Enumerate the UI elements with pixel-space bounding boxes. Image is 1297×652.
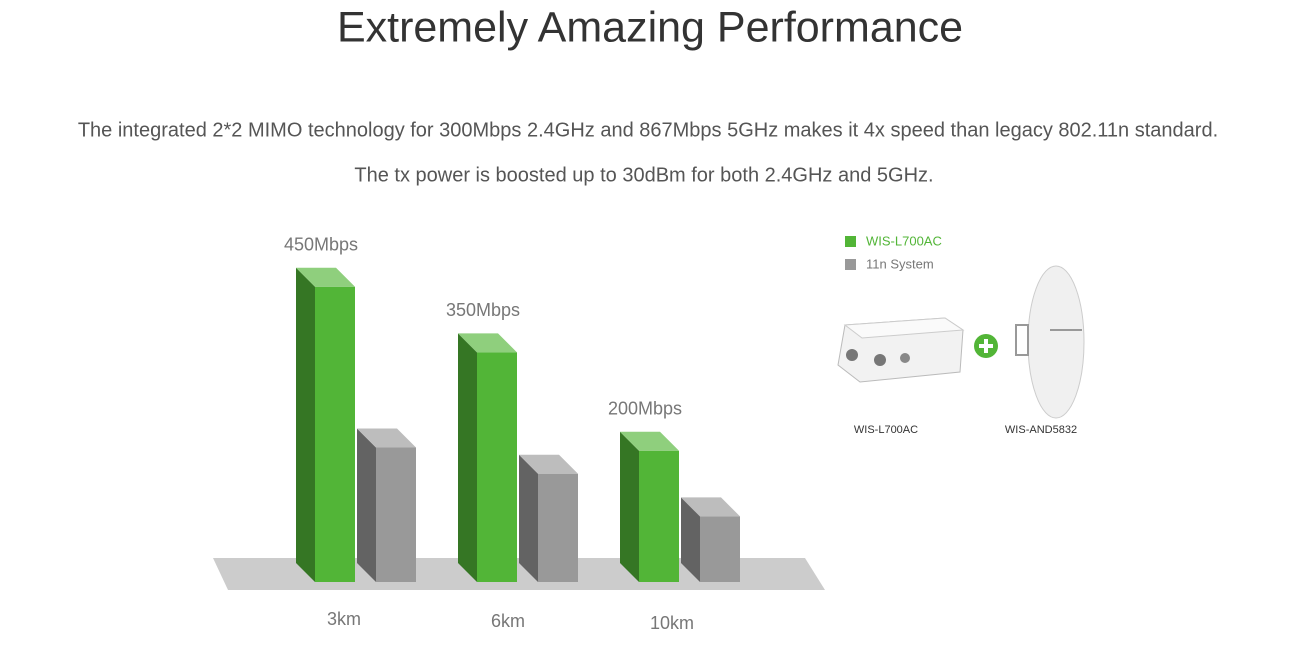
- bar-side: [458, 333, 477, 582]
- product-label: WIS-L700AC: [854, 424, 918, 436]
- bar-top: [620, 431, 679, 451]
- bar-front: [700, 516, 740, 582]
- bar-front: [376, 447, 416, 582]
- bar-side: [681, 497, 700, 582]
- data-label: 350Mbps: [446, 300, 520, 320]
- product-device: [837, 317, 965, 383]
- bar-top: [357, 428, 416, 448]
- bar: [296, 267, 355, 582]
- bar-side: [519, 454, 538, 582]
- x-tick-label: 3km: [327, 609, 361, 629]
- data-label: 200Mbps: [608, 399, 682, 419]
- bar-front: [538, 473, 578, 582]
- bar: [357, 428, 416, 582]
- bar-front: [639, 450, 679, 582]
- bar-top: [296, 267, 355, 287]
- bar: [620, 431, 679, 582]
- legend-swatch: [845, 259, 856, 270]
- bar-side: [296, 267, 315, 582]
- legend-swatch: [845, 236, 856, 247]
- legend-label: 11n System: [866, 256, 934, 271]
- bar-side: [357, 428, 376, 582]
- bar-side: [620, 431, 639, 582]
- paragraph: The integrated 2*2 MIMO technology for 3…: [78, 119, 1218, 141]
- bar-front: [477, 352, 517, 582]
- x-tick-label: 10km: [650, 613, 694, 633]
- bar: [681, 497, 740, 582]
- plus-icon: [974, 334, 998, 358]
- product-dish: [1015, 265, 1085, 419]
- x-tick-label: 6km: [491, 611, 525, 631]
- bar-front: [315, 286, 355, 582]
- data-label: 450Mbps: [284, 235, 358, 255]
- legend-label: WIS-L700AC: [866, 233, 942, 248]
- bar-top: [681, 497, 740, 517]
- paragraph: The tx power is boosted up to 30dBm for …: [354, 164, 933, 186]
- bar-top: [458, 333, 517, 353]
- bar-top: [519, 454, 578, 474]
- page-title: Extremely Amazing Performance: [337, 3, 963, 51]
- bar: [519, 454, 578, 582]
- product-label: WIS-AND5832: [1005, 424, 1077, 436]
- bar: [458, 333, 517, 582]
